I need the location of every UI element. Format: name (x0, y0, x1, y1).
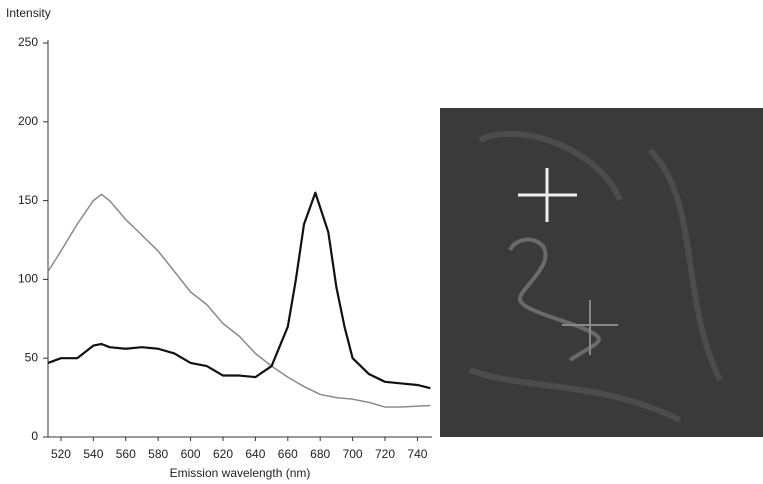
series-line (48, 193, 430, 388)
x-tick-label: 620 (213, 447, 233, 461)
y-tick-label: 150 (18, 193, 38, 207)
y-axis-label: Intensity (6, 6, 51, 20)
x-tick-label: 560 (116, 447, 136, 461)
x-tick-label: 600 (181, 447, 201, 461)
y-tick-label: 0 (31, 429, 38, 443)
y-tick-label: 250 (18, 35, 38, 49)
page: Intensity Emission wavelength (nm) 0 50 10… (0, 0, 763, 484)
x-tick-label: 680 (310, 447, 330, 461)
micrograph-bg (440, 108, 763, 437)
x-tick-label: 660 (278, 447, 298, 461)
x-axis-label: Emission wavelength (nm) (170, 466, 311, 480)
y-tick-label: 100 (18, 272, 38, 286)
x-tick-label: 700 (343, 447, 363, 461)
x-tick-label: 540 (83, 447, 103, 461)
x-tick-label: 580 (148, 447, 168, 461)
y-tick-label: 50 (25, 350, 39, 364)
x-tick-label: 740 (407, 447, 427, 461)
x-tick-label: 520 (51, 447, 71, 461)
y-tick-label: 200 (18, 114, 38, 128)
x-tick-label: 720 (375, 447, 395, 461)
micrograph (440, 108, 763, 437)
x-tick-label: 640 (245, 447, 265, 461)
